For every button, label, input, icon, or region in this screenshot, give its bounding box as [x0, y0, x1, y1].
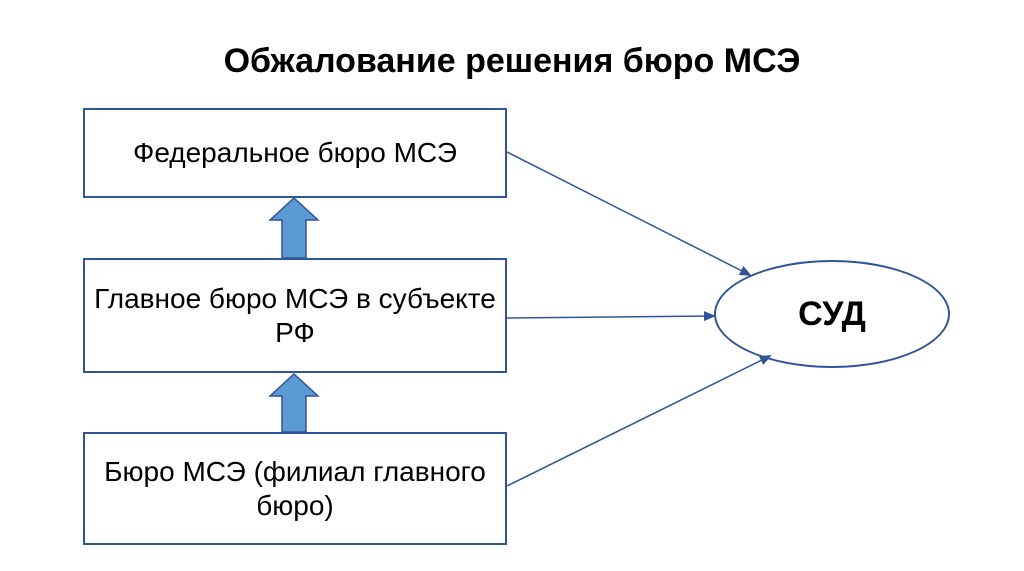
diagram-canvas: Обжалование решения бюро МСЭ Федеральное…: [0, 0, 1024, 571]
up-arrow-icon: [270, 198, 318, 258]
diagram-title: Обжалование решения бюро МСЭ: [0, 42, 1024, 81]
connector-arrow: [507, 356, 770, 486]
up-arrow-icon: [270, 374, 318, 432]
node-bureau-label: Бюро МСЭ (филиал главного бюро): [85, 455, 505, 522]
node-federal-bureau-label: Федеральное бюро МСЭ: [133, 136, 457, 170]
node-court: СУД: [714, 260, 950, 368]
connector-arrow: [507, 316, 714, 318]
connector-arrow: [507, 152, 750, 275]
node-court-label: СУД: [798, 295, 866, 334]
node-bureau: Бюро МСЭ (филиал главного бюро): [83, 432, 507, 545]
node-main-bureau: Главное бюро МСЭ в субъекте РФ: [83, 258, 507, 373]
node-federal-bureau: Федеральное бюро МСЭ: [83, 108, 507, 198]
node-main-bureau-label: Главное бюро МСЭ в субъекте РФ: [85, 282, 505, 349]
